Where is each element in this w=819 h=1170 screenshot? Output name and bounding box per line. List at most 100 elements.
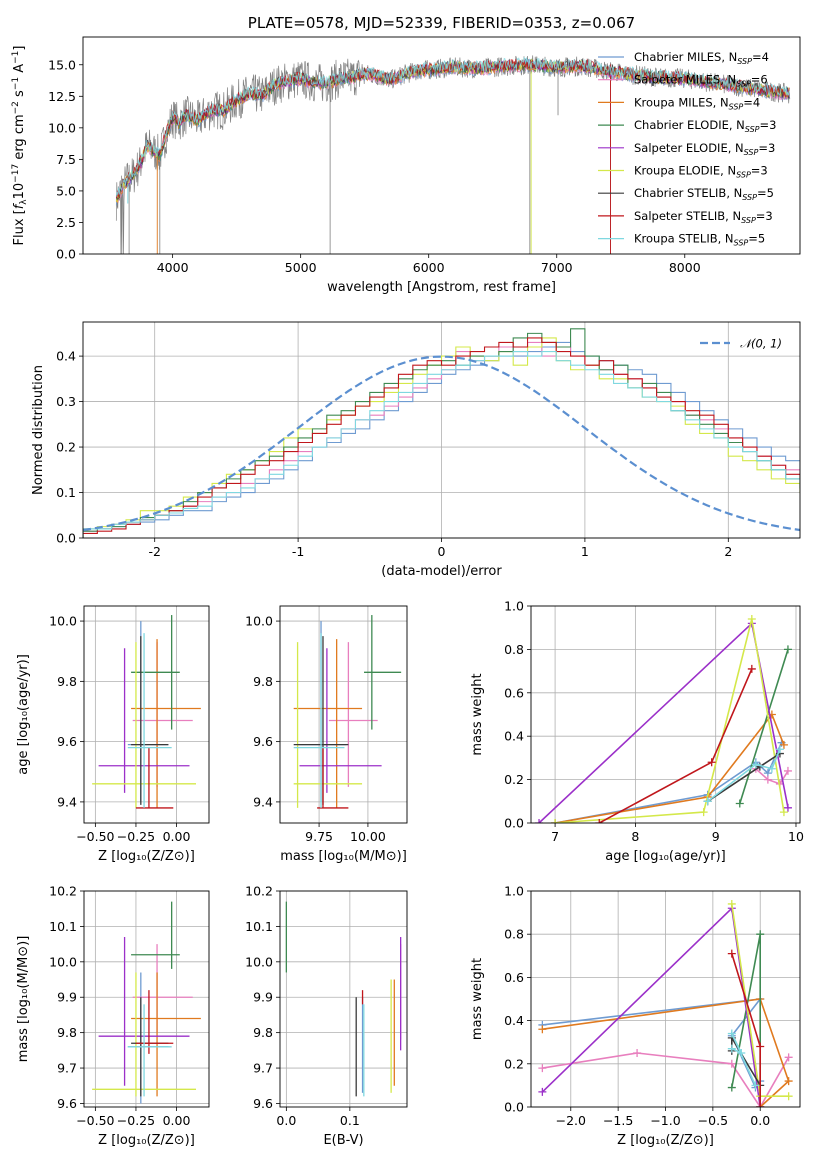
errorbar-point <box>317 747 349 809</box>
legend-label-sub: SSP <box>734 239 749 248</box>
y-tick-label: 10.2 <box>49 884 77 899</box>
legend-label-main: Kroupa ELODIE, N <box>634 164 736 178</box>
weight-marker <box>756 1103 765 1107</box>
weight-marker <box>784 1053 793 1062</box>
y-tick-label: 0.0 <box>504 816 524 831</box>
weight-line <box>707 748 781 802</box>
x-tick-label: 0.00 <box>163 829 191 844</box>
y-axis-label-part: −17 <box>11 164 21 183</box>
x-tick-label: 0 <box>438 544 446 559</box>
legend-label-main: Kroupa STELIB, N <box>634 232 734 246</box>
weight-marker <box>727 1044 736 1053</box>
y-tick-label: 0.2 <box>504 772 524 787</box>
y-tick-label: 9.9 <box>253 990 273 1005</box>
weight-line <box>555 618 785 823</box>
x-tick-label: 8000 <box>669 260 701 275</box>
panel-mass-vs-Z: −0.50 −0.25 0.00 9.6 9.7 9.8 9.9 10.0 10.1 10.2 Z … <box>16 884 210 1148</box>
legend-label-tail: =4 <box>743 95 760 109</box>
weight-marker <box>727 949 736 958</box>
weight-series <box>703 745 784 806</box>
y-tick-label: 9.9 <box>57 990 77 1005</box>
y-axis-label-part: A <box>12 64 27 77</box>
x-tick-label: 4000 <box>157 260 189 275</box>
x-tick-label: 0.1 <box>340 1113 360 1128</box>
weight-series <box>735 645 792 808</box>
y-axis-label: Normed distribution <box>31 365 46 495</box>
legend-label: Salpeter MILES, NSSP=6 <box>634 73 768 89</box>
weight-series <box>535 619 792 823</box>
y-tick-label: 10.1 <box>245 919 273 934</box>
weight-line <box>739 649 789 804</box>
legend-label-tail: =3 <box>758 141 775 155</box>
legend-label-tail: =3 <box>760 118 777 132</box>
x-tick-label: 0.0 <box>276 1113 296 1128</box>
weight-series <box>538 904 765 1107</box>
panel-mass-vs-EBV: 0.0 0.1 9.6 9.7 9.8 9.9 10.0 10.1 10.2 E(B-V) <box>245 884 408 1148</box>
weight-marker <box>747 615 756 624</box>
weight-marker <box>779 740 788 749</box>
x-tick-label: 8 <box>631 829 639 844</box>
weight-marker <box>784 1092 793 1101</box>
y-tick-label: 0.0 <box>56 247 76 262</box>
y-tick-label: 1.0 <box>504 884 524 899</box>
legend-label: Kroupa MILES, NSSP=4 <box>634 95 760 111</box>
legend-label: Salpeter ELODIE, NSSP=3 <box>634 141 775 157</box>
y-tick-label: 9.4 <box>253 794 273 809</box>
y-tick-label: 0.2 <box>56 440 76 455</box>
plot-area-weight-vs-Z <box>538 899 793 1107</box>
legend-item: Chabrier MILES, NSSP=4 <box>598 50 769 66</box>
y-tick-label: 0.8 <box>504 927 524 942</box>
weight-marker <box>707 758 716 767</box>
legend-label-sub: SSP <box>736 171 751 180</box>
axes-frame <box>83 605 210 824</box>
y-axis-label-part: s <box>12 90 27 101</box>
y-axis-label-part: ] <box>12 46 27 51</box>
y-axis-label-part: f <box>12 202 27 209</box>
weight-marker <box>538 1064 547 1073</box>
normal-curve <box>83 355 800 532</box>
weight-line <box>755 768 789 785</box>
y-tick-label: 10.2 <box>245 884 273 899</box>
y-tick-label: 7.5 <box>56 152 76 167</box>
x-axis-label: Z [log₁₀(Z/Z⊙)] <box>617 1133 714 1148</box>
legend-label-main: Kroupa MILES, N <box>634 95 729 109</box>
weight-series <box>538 1049 793 1107</box>
errorbar-point <box>135 747 174 809</box>
legend-item: Chabrier STELIB, NSSP=5 <box>598 186 774 202</box>
weight-line <box>707 752 781 802</box>
plot-area-residuals <box>83 328 800 538</box>
weight-line <box>542 998 790 1107</box>
weight-marker <box>551 819 560 823</box>
y-axis-label-part: erg cm <box>12 114 27 163</box>
y-tick-label: 0.8 <box>504 642 524 657</box>
weight-series <box>727 1029 760 1090</box>
y-axis-label: Flux [fλ10−17 erg cm−2 s−1 A−1] <box>11 46 29 246</box>
weight-marker <box>756 1042 765 1051</box>
errorbar-point <box>364 615 402 730</box>
y-tick-label: 9.6 <box>253 1096 273 1111</box>
x-tick-label: 2 <box>724 544 732 559</box>
y-axis-label-part: −2 <box>11 101 21 114</box>
x-tick-label: 7000 <box>541 260 573 275</box>
weight-marker <box>747 664 756 673</box>
panel-age-vs-Z: −0.50 −0.25 0.00 9.4 9.6 9.8 10.0 Z [log₁₀(Z/Z⊙… <box>16 605 210 864</box>
panel-residuals: -2 -1 0 1 2 0.0 0.1 0.2 0.3 0.4 𝒩(0, 1) (data-model… <box>31 321 801 579</box>
legend-item: Kroupa ELODIE, NSSP=3 <box>598 164 768 180</box>
x-tick-label: 0.0 <box>750 1113 770 1128</box>
model-line <box>115 56 790 197</box>
y-tick-label: 9.6 <box>253 734 273 749</box>
errorbar-point <box>127 621 169 802</box>
errorbar-point <box>127 972 169 1104</box>
x-axis-label: Z [log₁₀(Z/Z⊙)] <box>98 849 195 864</box>
errorbar-point <box>131 636 169 805</box>
weight-marker <box>737 1049 746 1057</box>
weight-marker <box>699 808 708 817</box>
y-tick-label: 10.1 <box>49 919 77 934</box>
legend-item: Chabrier ELODIE, NSSP=3 <box>598 118 776 134</box>
plot-area-mass-vs-EBV <box>285 901 402 1097</box>
y-tick-label: 0.4 <box>504 1013 524 1028</box>
legend-label-sub: SSP <box>745 125 760 134</box>
legend-label: Chabrier ELODIE, NSSP=3 <box>634 118 776 134</box>
y-tick-label: 0.3 <box>56 394 76 409</box>
chart-title: PLATE=0578, MJD=52339, FIBERID=0353, z=0… <box>248 14 635 32</box>
